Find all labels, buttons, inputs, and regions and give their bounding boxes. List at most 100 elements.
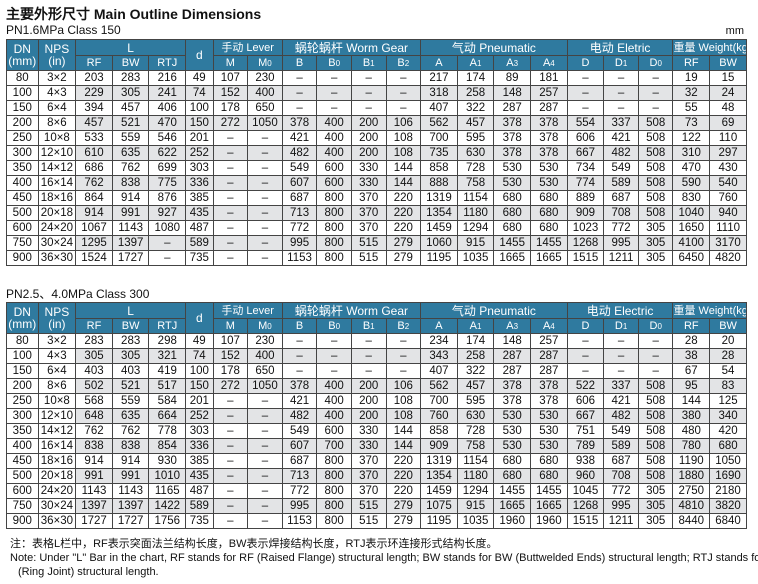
table-cell: 530 [530, 175, 568, 191]
table-row: 150 6×4 403 403 419 100 178 650– – – –407 322 287 287… [6, 363, 747, 379]
subheader-cell: D0 [637, 55, 674, 71]
table-cell: 1050 [247, 378, 283, 394]
table-cell: 914 [111, 190, 150, 206]
table-cell: 1727 [111, 250, 150, 266]
table-cell: 74 [185, 348, 214, 364]
header-weight: 重量 Weight(kg) [672, 302, 747, 319]
header-nps-label: NPS [44, 42, 70, 56]
table-cell: 279 [385, 498, 422, 514]
table-cell: 606 [566, 393, 605, 409]
table-cell: 378 [530, 393, 568, 409]
table-cell: 83 [709, 378, 747, 394]
table-cell: 667 [566, 145, 605, 161]
table-cell: 508 [637, 205, 674, 221]
table-cell: 1354 [420, 205, 458, 221]
table-cell: 421 [281, 130, 318, 146]
table-cell: 378 [493, 378, 531, 394]
header-nps: NPS (in) [37, 302, 77, 334]
table-cell: – [281, 70, 318, 86]
table-cell: 775 [148, 175, 187, 191]
table-cell: – [281, 85, 318, 101]
header-lever: 手动 Lever [212, 302, 283, 319]
table-cell: 305 [637, 220, 674, 236]
table-cell: 838 [75, 438, 113, 454]
header-dn: DN (mm) [6, 39, 39, 71]
table-cell: 303 [185, 160, 214, 176]
subheader-cell: A3 [493, 318, 531, 334]
table-cell: 500 [6, 468, 39, 484]
table-cell: 1397 [111, 235, 150, 251]
table-cell: 400 [247, 85, 283, 101]
table-cell: 457 [111, 100, 150, 116]
table-cell: 789 [566, 438, 605, 454]
table-cell: 589 [185, 235, 214, 251]
table-cell: 6×4 [37, 100, 77, 116]
table-cell: 1050 [247, 115, 283, 131]
table-cell: 28 [709, 348, 747, 364]
page-title: 主要外形尺寸 Main Outline Dimensions [6, 6, 262, 22]
table-cell: 378 [493, 393, 531, 409]
table-cell: 16×14 [37, 175, 77, 191]
header-electric: 电动 Eletric [566, 39, 674, 56]
table-cell: – [212, 438, 249, 454]
table-cell: 960 [566, 468, 605, 484]
table-cell: 321 [148, 348, 187, 364]
table-cell: 1080 [148, 220, 187, 236]
table-cell: 95 [672, 378, 711, 394]
subheader-cell: RF [672, 318, 711, 334]
subheader-cell: A1 [456, 55, 495, 71]
table-cell: 18×16 [37, 190, 77, 206]
table-cell: 482 [603, 145, 639, 161]
header-dn-unit: (mm) [8, 317, 37, 331]
table-cell: 559 [111, 393, 150, 409]
table-cell: 48 [709, 100, 747, 116]
table-cell: 283 [111, 333, 150, 349]
table-cell: 508 [637, 145, 674, 161]
table-cell: 421 [603, 393, 639, 409]
table-cell: 322 [456, 363, 495, 379]
table-row: 150 6×4 394 457 406 100 178 650– – – –407 322 287 287… [6, 100, 747, 116]
table-cell: 322 [456, 100, 495, 116]
table-cell: – [566, 348, 605, 364]
table-cell: 220 [385, 220, 422, 236]
table-cell: 559 [111, 130, 150, 146]
table-cell: 530 [530, 438, 568, 454]
subheader-cell: M0 [247, 55, 283, 71]
table-cell: – [603, 363, 639, 379]
table-cell: 1190 [672, 453, 711, 469]
table-cell: – [212, 483, 249, 499]
table-cell: 1180 [456, 205, 495, 221]
table-cell: 200 [350, 408, 387, 424]
table-cell: 487 [185, 483, 214, 499]
table-cell: 762 [75, 423, 113, 439]
table-row: 400 16×14 762 838 775 336– –607 600 330 144 888 758… [6, 175, 747, 191]
table-cell: 1524 [75, 250, 113, 266]
table-cell: 69 [709, 115, 747, 131]
table-cell: 30×24 [37, 235, 77, 251]
table-cell: 4×3 [37, 85, 77, 101]
table-cell: 1665 [530, 498, 568, 514]
table-cell: 2750 [672, 483, 711, 499]
table-cell: 14×12 [37, 160, 77, 176]
subheader-cell: BW [111, 318, 150, 334]
table-cell: 370 [350, 220, 387, 236]
table-cell: – [247, 468, 283, 484]
table-cell: 914 [75, 453, 113, 469]
table-cell: 700 [420, 130, 458, 146]
table-cell: 909 [420, 438, 458, 454]
table-cell: 515 [350, 235, 387, 251]
table-cell: 508 [637, 438, 674, 454]
subheader-cell: D0 [637, 318, 674, 334]
table-cell: 100 [6, 348, 39, 364]
table-cell: – [316, 100, 352, 116]
table-cell: 1195 [420, 250, 458, 266]
table-cell: 407 [420, 100, 458, 116]
table-cell: 370 [350, 468, 387, 484]
table-cell: 470 [672, 160, 711, 176]
table-cell: 750 [6, 235, 39, 251]
table-cell: 152 [212, 348, 249, 364]
table-row: 500 20×18 914 991 927 435– –713 800 370 220 1354 11… [6, 205, 747, 221]
table-cell: 508 [637, 393, 674, 409]
table-cell: – [247, 498, 283, 514]
table-cell: 20×18 [37, 468, 77, 484]
